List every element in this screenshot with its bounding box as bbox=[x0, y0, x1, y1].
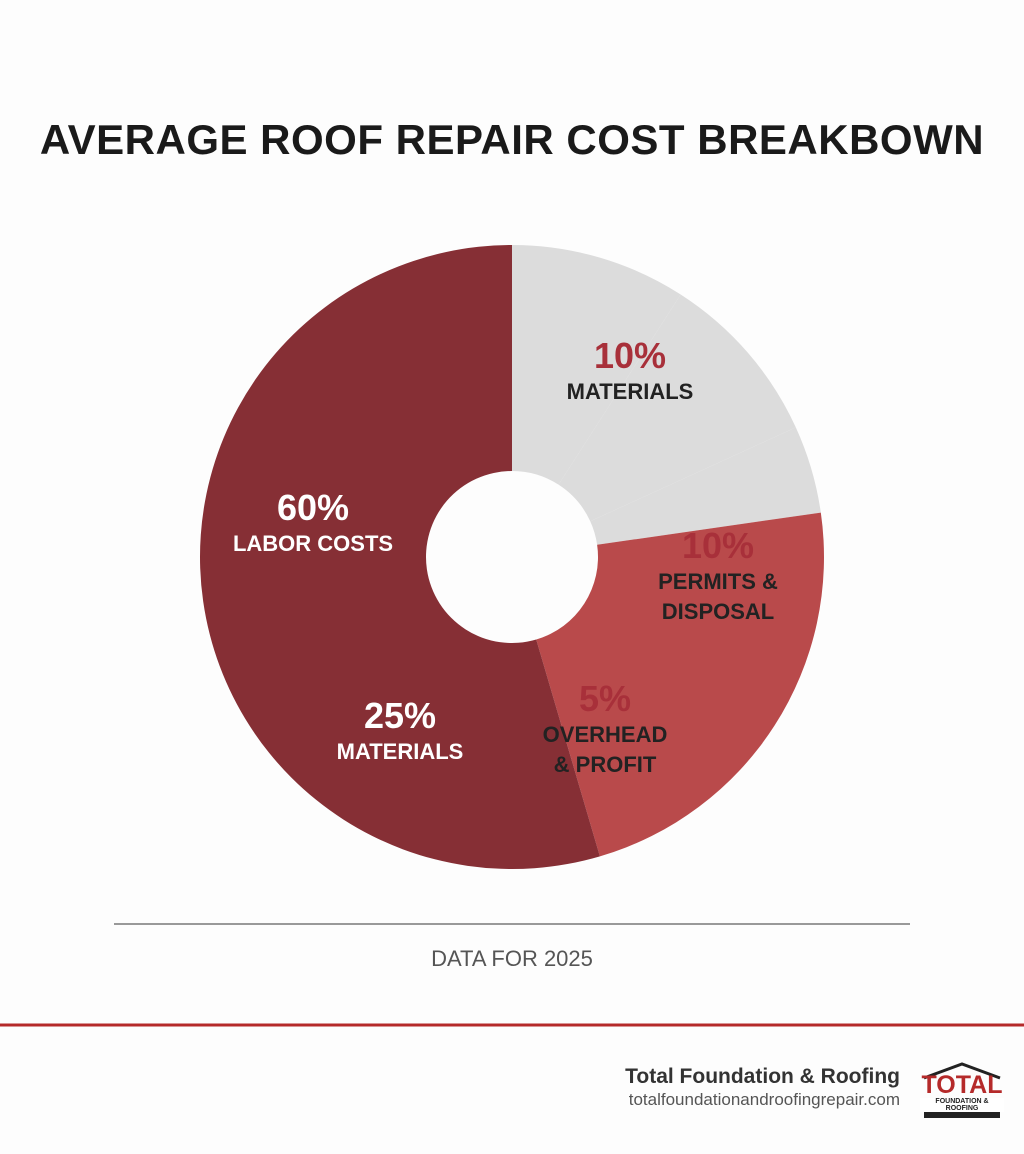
slice-label: 60% LABOR COSTS bbox=[218, 487, 408, 559]
chart-title: AVERAGE ROOF REPAIR COST BREAKBOWN bbox=[39, 116, 985, 163]
slice bbox=[558, 294, 796, 522]
value-label: 10% bbox=[593, 335, 667, 376]
category-label: PERMITS & DISPOSAL bbox=[658, 569, 778, 624]
note: DATA FOR 2025 bbox=[431, 946, 593, 971]
logo-text: TOTAL bbox=[921, 1071, 1003, 1099]
company-name: Total Foundation & Roofing bbox=[625, 1065, 900, 1088]
logo: TOTAL FOUNDATION & ROOFING bbox=[920, 1062, 1004, 1122]
category-label: OVERHEAD & PROFIT bbox=[542, 722, 668, 777]
slice-label: 25% MATERIALS bbox=[305, 695, 495, 767]
value-label: 5% bbox=[578, 678, 632, 719]
logo-roof bbox=[923, 1062, 1001, 1080]
slice bbox=[200, 245, 600, 869]
category-label: MATERIALS bbox=[336, 739, 464, 764]
slice-label: 10% MATERIALS bbox=[535, 335, 725, 407]
value-label: 10% bbox=[681, 525, 755, 566]
slice bbox=[590, 427, 821, 545]
logo-subtext: FOUNDATION & ROOFING bbox=[920, 1098, 1004, 1112]
slice bbox=[512, 245, 681, 485]
slice-label: 5% OVERHEAD & PROFIT bbox=[510, 678, 700, 780]
category-label: MATERIALS bbox=[566, 379, 694, 404]
slice bbox=[536, 512, 824, 857]
company-url: totalfoundationandroofingrepair.com bbox=[628, 1090, 900, 1109]
value-label: 25% bbox=[363, 695, 437, 736]
slice-label: 10% PERMITS & DISPOSAL bbox=[623, 525, 813, 627]
value-label: 60% bbox=[276, 487, 350, 528]
logo-base bbox=[924, 1108, 1000, 1118]
category-label: LABOR COSTS bbox=[232, 531, 394, 556]
